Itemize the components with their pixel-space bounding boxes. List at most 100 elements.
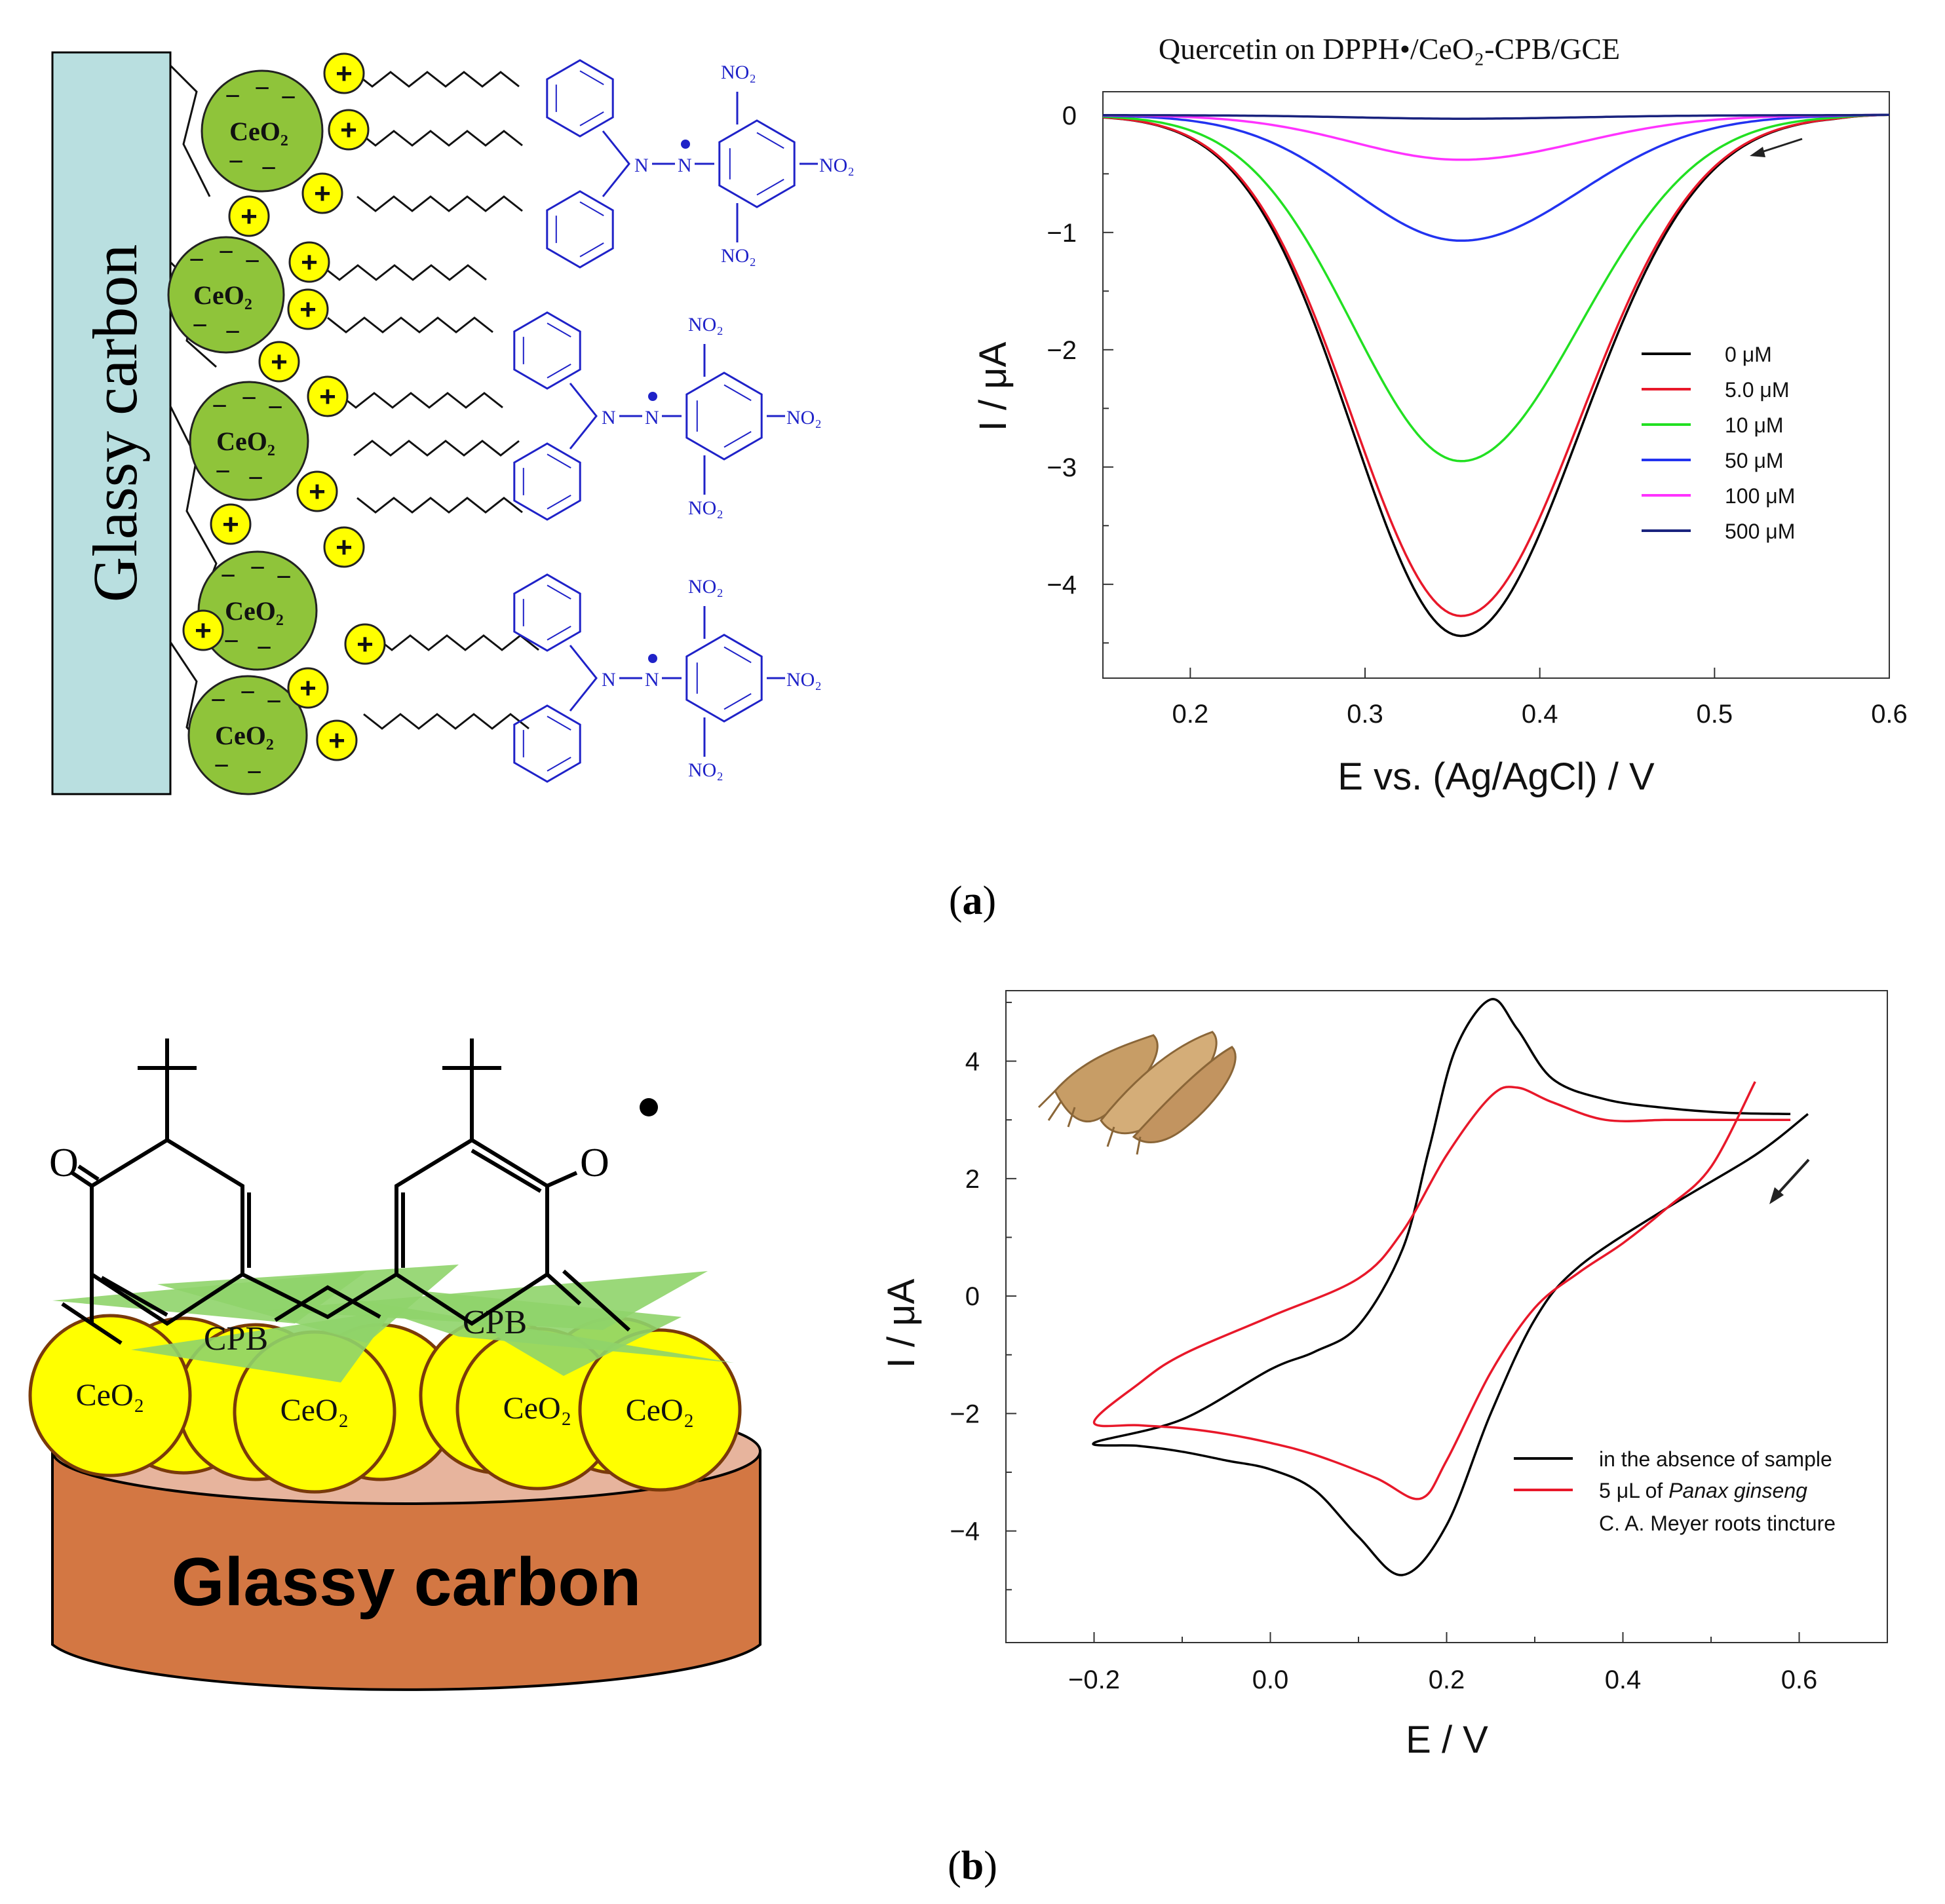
y-tick-label: 0: [1062, 102, 1077, 130]
cation-head: [328, 109, 370, 151]
legend-text: 5 μL of: [1599, 1479, 1668, 1502]
cation-head: [287, 667, 329, 709]
cv-curve: [1092, 1081, 1791, 1500]
n-bond: [569, 383, 598, 449]
legend-entry-sample: 5 μL of Panax ginseng: [1599, 1479, 1807, 1502]
phenyl-ring: [546, 190, 614, 269]
alkyl-chain: [327, 316, 493, 333]
chart-a-series: [1102, 113, 1890, 638]
x-tick-label: 0.4: [1522, 700, 1558, 729]
amine-n: N: [602, 407, 616, 428]
scheme-a: Glassy carbon CeO₂− − −− −CeO₂− − −− −CeO₂− − −−…: [51, 51, 855, 795]
negative-charge: −: [241, 384, 256, 413]
chart-a-title-text: Quercetin on DPPH•/CeO₂-CPB/GCE: [1159, 32, 1620, 66]
plus-sign: +: [336, 58, 353, 90]
x-tick-label: 0.6: [1781, 1666, 1818, 1694]
radical-dot: [681, 140, 690, 149]
ceria-particle: [189, 381, 309, 501]
ceria-label: CeO₂: [193, 280, 252, 310]
plus-sign: +: [319, 381, 336, 413]
negative-charge: −: [212, 392, 227, 421]
cation-head: [228, 195, 270, 237]
negative-charge: −: [240, 678, 255, 707]
chart-b-xlabel: E / V: [1406, 1719, 1488, 1761]
n-bond: [569, 645, 598, 712]
ceria-label: CeO₂: [229, 117, 288, 146]
legend-entry-sample-cont: C. A. Meyer roots tincture: [1599, 1512, 1836, 1535]
y-tick-label: −2: [1047, 336, 1077, 365]
galvinoxyl-bond: [545, 1269, 631, 1332]
negative-charge: −: [248, 464, 263, 493]
galvinoxyl-bond: [61, 1274, 123, 1345]
dpph-molecule: N N NO₂ NO₂ NO₂: [513, 311, 822, 521]
alkyl-chain: [353, 71, 520, 88]
y-tick-label: −3: [1047, 453, 1077, 482]
negative-charge: −: [266, 687, 281, 716]
glassy-carbon-disk: [51, 1450, 761, 1691]
phenyl-ring-bond: [547, 626, 571, 641]
negative-charge: −: [210, 686, 225, 715]
galvinoxyl-bond: [241, 1272, 398, 1320]
ceria-label: CeO₂: [216, 427, 275, 456]
x-tick-label: 0.2: [1429, 1666, 1465, 1694]
nitro-para: NO₂: [786, 669, 822, 691]
alkyl-chain: [353, 440, 520, 457]
plus-sign: +: [356, 628, 374, 660]
plus-sign: +: [314, 178, 331, 210]
amine-n: N: [602, 669, 616, 691]
cation-head: [288, 241, 330, 283]
chart-b-axes: −0.2 0.0 0.2 0.4 0.6 4 2 0 −2 −4: [950, 1001, 1888, 1694]
alkyl-chain: [337, 392, 503, 409]
galvinoxyl-bond: [77, 1164, 100, 1181]
picryl-ring: [685, 371, 763, 461]
chart-a-title: Quercetin on DPPH•/CeO₂-CPB/GCE: [1159, 32, 1620, 66]
cpb-label: CPB: [204, 1320, 268, 1358]
x-tick-label: 0.6: [1871, 700, 1908, 729]
galvinoxyl-bond: [546, 1171, 578, 1188]
phenyl-ring-bond: [547, 584, 571, 600]
picryl-ring: [718, 119, 796, 208]
radical-oxygen: O: [580, 1141, 609, 1185]
nitro-top: NO₂: [688, 576, 723, 598]
legend-entry: 5.0 μM: [1725, 378, 1789, 402]
linker-chain: [169, 64, 211, 197]
chart-a-legend: 0 μM 5.0 μM 10 μM 50 μM 100 μM 500 μM: [1642, 343, 1795, 543]
radical-dot: [648, 392, 657, 401]
phenyl-ring-bond: [547, 453, 571, 468]
radical-dot: [640, 1098, 658, 1116]
x-tick-label: 0.5: [1697, 700, 1733, 729]
legend-entry: 10 μM: [1725, 413, 1784, 437]
glassy-carbon-slab-a: [51, 51, 172, 795]
y-tick-label: −1: [1047, 219, 1077, 248]
nitro-bottom: NO₂: [721, 245, 756, 267]
plus-sign: +: [336, 531, 353, 563]
picryl-ring-bond: [756, 178, 784, 196]
alkyl-chain: [356, 195, 523, 212]
legend-species: Panax ginseng: [1668, 1479, 1807, 1502]
plus-sign: +: [222, 508, 239, 541]
radical-n: N: [645, 669, 659, 691]
glassy-carbon-label-b: Glassy carbon: [172, 1544, 642, 1620]
ceria-label: CeO₂: [225, 596, 284, 626]
negative-charge: −: [214, 752, 229, 780]
cation-head: [210, 503, 252, 545]
y-tick-label: −4: [1047, 571, 1077, 600]
galvinoxyl-bond: [274, 1285, 381, 1322]
curve-500M: [1103, 113, 1889, 120]
panel-a-letter: a: [963, 879, 983, 923]
x-tick-label: 0.3: [1347, 700, 1383, 729]
radical-n: N: [645, 407, 659, 428]
surfactant-chains: [169, 64, 539, 761]
phenyl-ring-bond: [579, 70, 604, 85]
glassy-carbon-label-a: Glassy carbon: [80, 244, 150, 603]
chart-a-ylabel: I / μA: [972, 341, 1014, 431]
alkyl-chain: [373, 634, 539, 651]
galvinoxyl-bond: [100, 1276, 168, 1317]
cation-head: [296, 470, 338, 512]
radical-dot: [648, 654, 657, 663]
plus-sign: +: [241, 200, 258, 233]
picryl-ring-bond: [756, 132, 784, 149]
curve-50M: [1102, 113, 1890, 617]
y-tick-label: 0: [965, 1282, 980, 1311]
